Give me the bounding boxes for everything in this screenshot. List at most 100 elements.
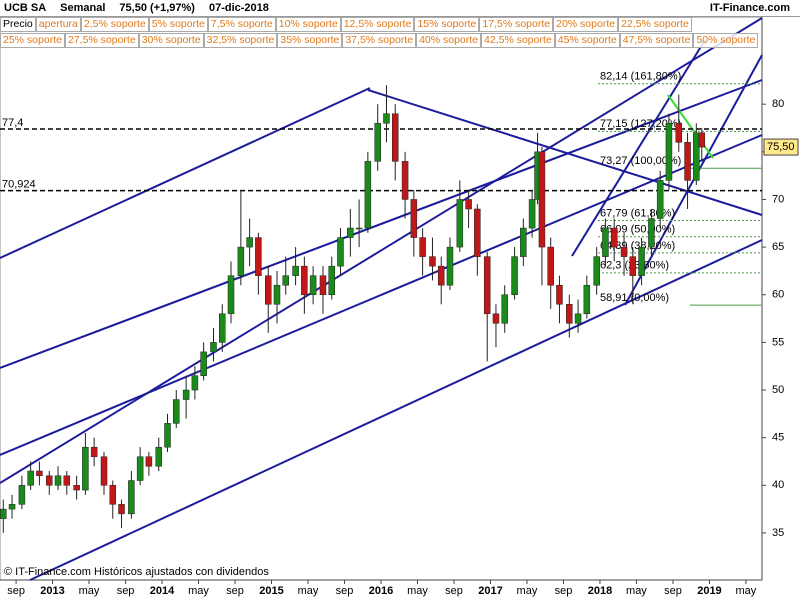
candle-body [237,246,245,276]
toggle-button[interactable]: 40% soporte [416,33,482,48]
header: UCB SA Semanal 75,50 (+1,97%) 07-dic-201… [0,0,800,17]
candle-body [410,199,418,238]
candle-body [693,132,700,181]
candle-body [27,470,34,486]
y-tick-label: 80 [772,98,784,110]
candle-body [355,227,363,230]
candle-body [282,275,289,286]
candle-body [264,275,272,305]
toggle-button[interactable]: 20% soporte [553,17,619,32]
footer: © IT-Finance.com Históricos ajustados co… [4,566,269,578]
toggle-button[interactable]: 30% soporte [138,33,204,48]
x-tick-label: sep [7,585,25,597]
candle-body [0,508,7,519]
fan-line [667,94,714,159]
toggle-button[interactable]: 47,5% soporte [619,33,694,48]
candle-body [374,122,381,162]
toggle-button[interactable]: 7,5% soporte [207,17,276,32]
y-tick-label: 50 [772,384,784,396]
candle-body [483,256,491,315]
candle-body [610,227,618,248]
button-row: Precio apertura 2,5% soporte 5% soporte 7,5%… [0,17,800,32]
toggle-button[interactable]: 50% soporte [693,33,759,48]
toggle-button[interactable]: 10% soporte [275,17,341,32]
toggle-button[interactable]: 27,5% soporte [64,33,139,48]
candle-body [566,304,573,324]
toggle-button[interactable]: 35% soporte [277,33,343,48]
y-tick-label: 60 [772,289,784,301]
change: 75,50 (+1,97%) [119,2,195,14]
x-tick-label: sep [445,585,463,597]
candle-body [210,342,217,353]
candle-body [54,475,62,486]
candle-body [191,375,199,391]
x-tick-label: may [298,585,319,597]
candle-body [227,275,235,315]
candle-body [684,142,691,181]
toggle-button[interactable]: 12,5% soporte [340,17,415,32]
candle-body [100,456,108,486]
x-tick-label: 2016 [369,585,393,597]
candle-body [429,256,436,267]
candle-body [273,284,281,305]
candle-body [309,275,317,295]
fib-label: 58,91 (0,00%) [600,292,669,304]
candle-body [574,313,582,324]
toggle-button[interactable]: 17,5% soporte [479,17,554,32]
candle-body [301,265,308,295]
x-tick-label: may [188,585,209,597]
toggle-button[interactable]: apertura [35,17,81,32]
source: IT-Finance.com [709,2,790,14]
fib-label: 82,14 (161,80%) [600,71,681,83]
trend-line [571,39,706,257]
candle-body [456,199,464,248]
candle-body [501,294,508,324]
candle-body [292,265,299,276]
toggle-button[interactable]: 45% soporte [554,33,620,48]
y-tick-label: 70 [772,193,784,205]
candle-body [675,122,683,143]
x-tick-label: may [407,585,428,597]
toggle-button[interactable]: 37,5% soporte [342,33,417,48]
toggle-button[interactable]: 42,5% soporte [481,33,555,48]
toggle-button[interactable]: 25% soporte [0,33,65,48]
y-tick-label: 40 [772,479,784,491]
toggle-button[interactable]: 2,5% soporte [80,17,149,32]
candle-body [629,256,637,276]
candle-body [665,122,673,181]
x-tick-label: sep [555,585,573,597]
candle-body [520,227,527,257]
candle-body [337,237,344,267]
candle-body [82,446,89,491]
x-tick-label: sep [336,585,354,597]
price-tag [763,138,799,156]
candle-body [465,199,472,210]
candle-body [547,246,554,286]
candle-body [90,446,98,457]
candle-body [18,485,26,505]
toggle-button[interactable]: 22,5% soporte [618,17,692,32]
x-tick-label: sep [117,585,135,597]
x-tick-label: 2019 [697,585,721,597]
candle-body [328,265,335,295]
toggle-button[interactable]: 5% soporte [148,17,208,32]
candle-body [364,161,372,229]
x-tick-label: sep [664,585,682,597]
button-row: 25% soporte 27,5% soporte 30% soporte 32,5%… [0,33,800,48]
fib-label: 77,15 (127,20%) [600,118,681,130]
candle-body [347,227,354,238]
candle-body [556,284,563,305]
candle-body [46,475,53,486]
fib-label: 66,09 (50,00%) [600,224,675,236]
toggle-button[interactable]: 32,5% soporte [203,33,278,48]
title: UCB SA [4,2,47,14]
candle-body [446,246,454,286]
toggle-button[interactable]: 15% soporte [414,17,480,32]
candle-body [173,399,180,424]
y-tick-label: 55 [772,336,784,348]
period: Semanal [60,2,106,14]
candle-body [219,313,226,343]
toggle-button[interactable]: Precio [0,17,36,32]
x-tick-label: may [79,585,100,597]
